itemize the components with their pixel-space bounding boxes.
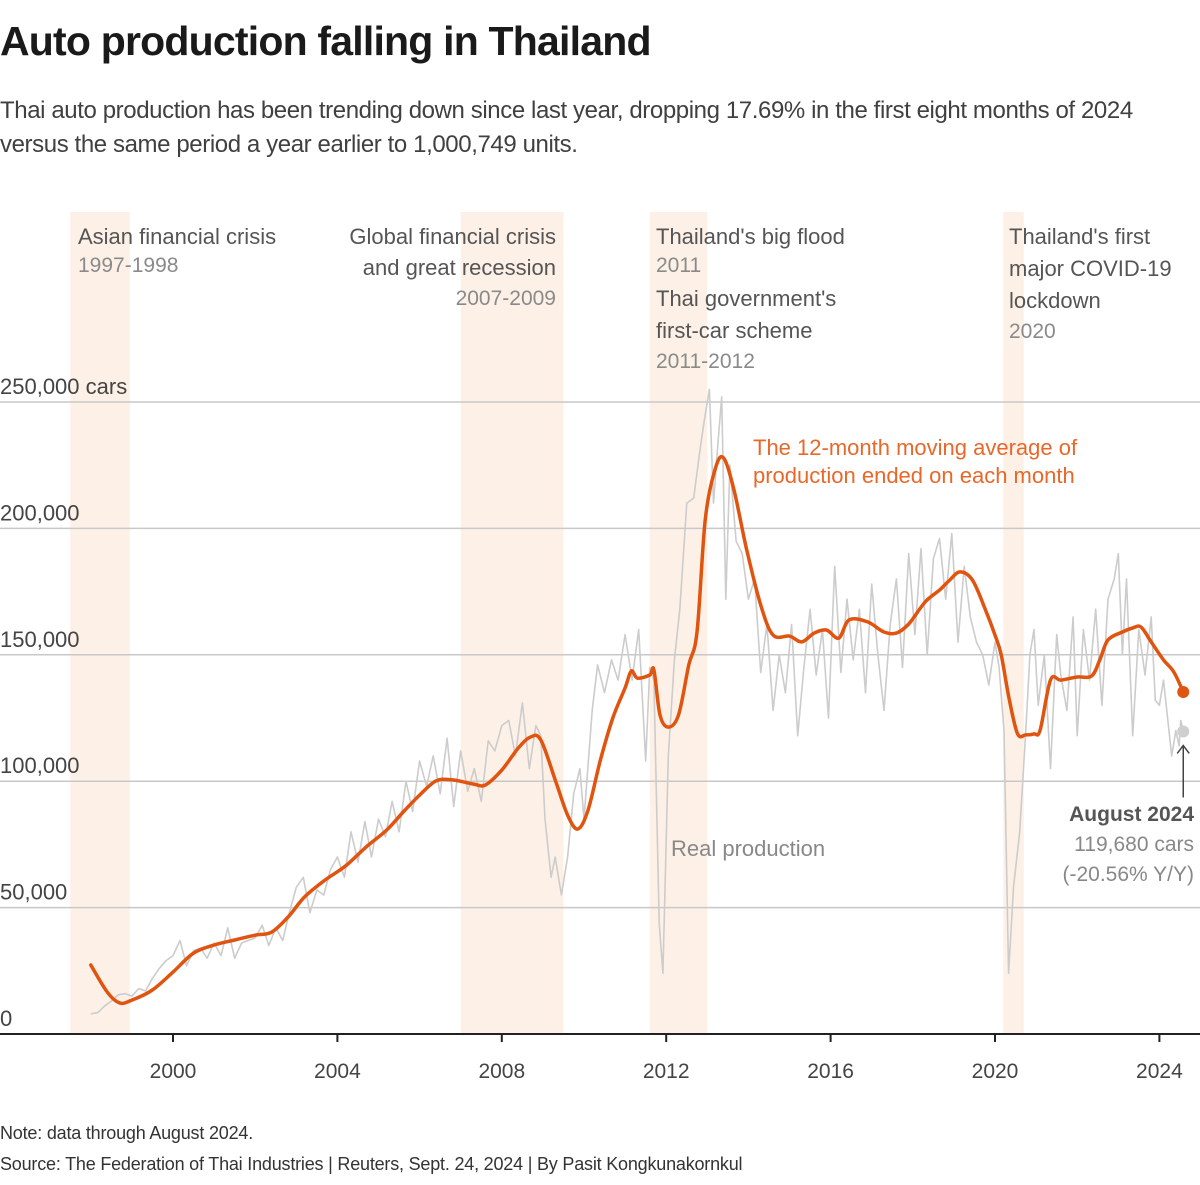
- real-production-end-dot: [1177, 725, 1190, 738]
- x-tick-label: 2004: [314, 1060, 361, 1083]
- annotations: Asian financial crisis 1997-1998 Global fi…: [78, 224, 1194, 886]
- real-production-line: [90, 388, 1184, 1015]
- y-tick-label: 200,000: [0, 500, 80, 525]
- band-sublabel: 2011: [656, 254, 701, 277]
- x-tick-label: 2000: [150, 1060, 197, 1083]
- y-tick-label: 100,000: [0, 753, 80, 778]
- real-production-label: Real production: [671, 836, 825, 861]
- band-sublabel: 1997-1998: [78, 254, 178, 277]
- footer-source: Source: The Federation of Thai Industrie…: [0, 1154, 743, 1174]
- moving-average-series: [89, 454, 1190, 1006]
- real-production-series: [90, 388, 1190, 1015]
- x-tick-label: 2012: [643, 1060, 690, 1083]
- x-tick-label: 2024: [1136, 1060, 1183, 1083]
- y-tick-label: 50,000: [0, 880, 67, 905]
- chart-title: Auto production falling in Thailand: [0, 18, 652, 64]
- annotation-value: 119,680 cars: [1074, 833, 1194, 856]
- x-tick-label: 2016: [807, 1060, 854, 1083]
- annotation-arrow-head-icon: [1176, 744, 1190, 754]
- moving-average-line: [89, 454, 1185, 1006]
- shaded-band: [460, 212, 564, 1034]
- band-sublabel-2: 2011-2012: [656, 350, 755, 373]
- band-label-2: first-car scheme: [656, 318, 812, 343]
- band-label: Thailand's first: [1009, 224, 1150, 249]
- shaded-band: [1003, 212, 1024, 1034]
- band-label: Asian financial crisis: [78, 224, 276, 249]
- shaded-bands: [70, 212, 1024, 1034]
- x-axis: 2000 2004 2008 2012 2016 2020 2024: [0, 1033, 1200, 1083]
- y-tick-label: 150,000: [0, 627, 80, 652]
- moving-average-label: production ended on each month: [753, 463, 1075, 488]
- x-tick-label: 2008: [478, 1060, 525, 1083]
- band-label-2: Thai government's: [656, 286, 836, 311]
- chart-svg: 0 50,000 100,000 150,000 200,000 250,000 cars…: [0, 212, 1200, 1083]
- annotation-title: August 2024: [1069, 803, 1194, 826]
- y-tick-label: 250,000 cars: [0, 374, 127, 399]
- chart-subtitle: Thai auto production has been trending d…: [0, 97, 1133, 158]
- band-sublabel: 2007-2009: [456, 287, 556, 310]
- footer-note: Note: data through August 2024.: [0, 1123, 253, 1143]
- band-label: major COVID-19: [1009, 256, 1172, 281]
- band-label: Global financial crisis: [349, 224, 556, 249]
- y-axis-labels: 0 50,000 100,000 150,000 200,000 250,000 cars: [0, 374, 127, 1031]
- shaded-band: [70, 212, 130, 1034]
- moving-average-label: The 12-month moving average of: [753, 435, 1078, 460]
- band-sublabel: 2020: [1009, 320, 1056, 343]
- annotation-change: (-20.56% Y/Y): [1062, 863, 1194, 886]
- band-label: lockdown: [1009, 288, 1101, 313]
- band-label: and great recession: [363, 255, 556, 280]
- y-tick-label: 0: [0, 1006, 12, 1031]
- band-label: Thailand's big flood: [656, 224, 845, 249]
- moving-average-end-dot: [1177, 685, 1190, 698]
- x-tick-label: 2020: [972, 1060, 1019, 1083]
